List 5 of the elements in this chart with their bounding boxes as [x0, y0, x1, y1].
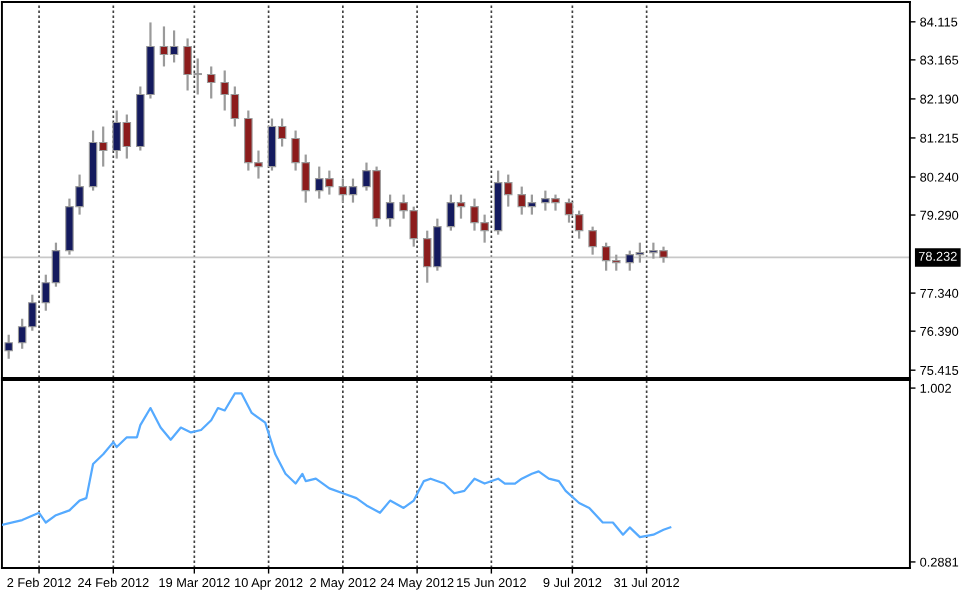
candlestick [385, 193, 395, 228]
candlestick [4, 333, 13, 360]
line-series [1, 392, 672, 539]
candlestick [588, 225, 597, 256]
candlestick [206, 65, 216, 100]
